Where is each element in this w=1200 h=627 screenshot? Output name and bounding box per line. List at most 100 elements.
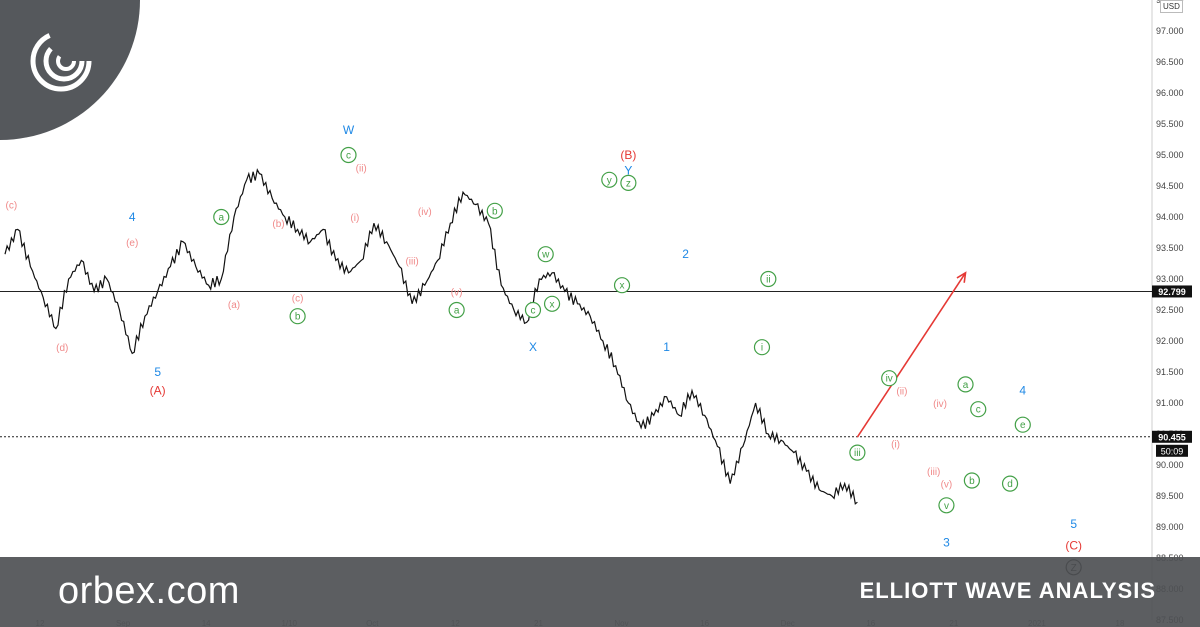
projection-arrow-line [856, 272, 967, 438]
wave-label: (ii) [356, 163, 367, 174]
wave-label: e [1020, 420, 1026, 431]
wave-label-circle [601, 171, 618, 188]
wave-label-circle [970, 401, 987, 418]
wave-label: 5 [154, 365, 161, 379]
wave-label: (i) [350, 213, 359, 224]
wave-label: (ii) [896, 387, 907, 398]
wave-label-circle [524, 301, 542, 319]
price-line [4, 168, 858, 505]
wave-label: i [761, 343, 763, 354]
wave-label: (e) [126, 238, 138, 249]
y-tick-label: 92.500 [1156, 305, 1184, 315]
y-tick-label: 91.500 [1156, 367, 1184, 377]
wave-label: (c) [292, 294, 304, 305]
wave-label: (a) [228, 300, 240, 311]
wave-label: iii [854, 448, 861, 459]
orbex-logo-icon [30, 30, 92, 92]
wave-label: a [454, 306, 460, 317]
wave-label-circle [849, 444, 866, 461]
wave-label: (iii) [927, 467, 940, 478]
wave-label: (c) [6, 201, 18, 212]
wave-label: y [607, 175, 612, 186]
wave-label: (i) [891, 439, 900, 450]
wave-label-circle [881, 370, 898, 387]
countdown-bg [1156, 444, 1188, 457]
wave-label-circle [537, 246, 554, 263]
y-tick-label: 89.500 [1156, 491, 1184, 501]
wave-label: a [963, 380, 969, 391]
wave-label: (A) [150, 384, 166, 398]
wave-label: a [218, 213, 224, 224]
countdown: 50:09 [1161, 446, 1184, 456]
analysis-title: ELLIOTT WAVE ANALYSIS [859, 578, 1156, 603]
wave-label-circle [486, 202, 503, 219]
wave-label: 5 [1070, 517, 1077, 531]
wave-label: (C) [1065, 539, 1082, 553]
wave-label-circle [753, 339, 771, 356]
wave-label: W [343, 123, 355, 137]
price-tag-bg [1152, 430, 1192, 443]
wave-label: 4 [129, 210, 136, 224]
y-tick-label: 93.000 [1156, 274, 1184, 284]
wave-label: (B) [620, 148, 636, 162]
wave-label-circle [543, 295, 561, 312]
y-tick-label: 95.500 [1156, 119, 1184, 129]
y-tick-label: 94.500 [1156, 181, 1184, 191]
wave-label-circle [340, 146, 357, 164]
y-tick-label: 91.000 [1156, 398, 1184, 408]
wave-label: (v) [941, 480, 953, 491]
wave-label: 1 [663, 340, 670, 354]
wave-label: b [969, 476, 975, 487]
wave-label: ii [766, 275, 770, 286]
wave-label-circle [613, 277, 631, 294]
wave-label-circle [760, 270, 777, 288]
brand-name: orbex.com [58, 570, 240, 612]
wave-label: (iv) [933, 399, 947, 410]
wave-label: 2 [682, 247, 689, 261]
wave-label: 4 [1019, 384, 1026, 398]
wave-label: v [944, 501, 949, 512]
price-tag: 92.799 [1158, 287, 1186, 297]
wave-label: x [620, 281, 625, 292]
wave-label: z [626, 178, 631, 189]
wave-label-circle [963, 472, 980, 489]
wave-label-circle [448, 301, 465, 319]
y-tick-label: 94.000 [1156, 212, 1184, 222]
y-tick-label: 96.000 [1156, 88, 1184, 98]
wave-label: iv [886, 374, 893, 385]
logo-corner [0, 0, 140, 140]
wave-label-circle [213, 208, 230, 226]
wave-label-circle [938, 497, 955, 514]
wave-label: w [541, 250, 550, 261]
wave-label-circle [1001, 475, 1019, 492]
wave-label: X [529, 340, 537, 354]
wave-label: c [976, 405, 981, 416]
wave-label: (iii) [405, 256, 418, 267]
y-tick-label: 90.000 [1156, 460, 1184, 470]
wave-label: x [550, 299, 555, 310]
wave-label: (d) [56, 343, 68, 354]
price-tag-bg [1152, 285, 1192, 298]
wave-label-circle [289, 308, 306, 325]
wave-label-circle [957, 376, 974, 393]
wave-label: Y [624, 164, 632, 178]
footer-bar [0, 557, 1200, 627]
wave-label: (v) [451, 287, 463, 298]
y-tick-label: 96.500 [1156, 57, 1184, 67]
wave-label: (iv) [418, 207, 432, 218]
wave-label-circle [620, 174, 637, 191]
y-tick-label: 93.500 [1156, 243, 1184, 253]
wave-label: (b) [272, 219, 284, 230]
wave-label: d [1007, 479, 1013, 490]
wave-label: b [295, 312, 301, 323]
y-tick-label: 95.000 [1156, 150, 1184, 160]
wave-label: 3 [943, 536, 950, 550]
wave-label-circle [1014, 416, 1031, 433]
wave-label: c [530, 306, 535, 317]
wave-label: b [492, 206, 498, 217]
wave-label: c [346, 151, 351, 162]
projection-arrow-head [956, 271, 967, 283]
y-tick-label: 92.000 [1156, 336, 1184, 346]
y-tick-label: 89.000 [1156, 522, 1184, 532]
